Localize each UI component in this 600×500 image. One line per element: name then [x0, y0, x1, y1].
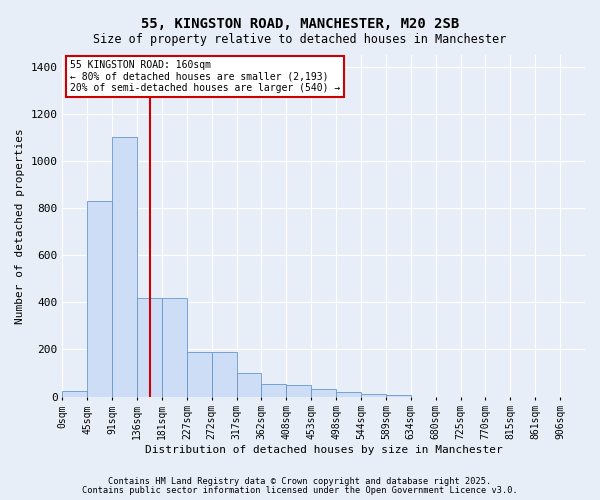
Text: 55 KINGSTON ROAD: 160sqm
← 80% of detached houses are smaller (2,193)
20% of sem: 55 KINGSTON ROAD: 160sqm ← 80% of detach… — [70, 60, 340, 93]
Bar — [112, 138, 137, 396]
Y-axis label: Number of detached properties: Number of detached properties — [15, 128, 25, 324]
Text: Contains HM Land Registry data © Crown copyright and database right 2025.: Contains HM Land Registry data © Crown c… — [109, 477, 491, 486]
Bar — [236, 373, 262, 396]
Text: Size of property relative to detached houses in Manchester: Size of property relative to detached ho… — [94, 32, 506, 46]
Bar — [212, 352, 236, 397]
Text: 55, KINGSTON ROAD, MANCHESTER, M20 2SB: 55, KINGSTON ROAD, MANCHESTER, M20 2SB — [141, 18, 459, 32]
Bar — [162, 298, 187, 396]
Bar — [262, 384, 286, 396]
Bar — [88, 201, 112, 396]
X-axis label: Distribution of detached houses by size in Manchester: Distribution of detached houses by size … — [145, 445, 503, 455]
Bar — [361, 394, 386, 396]
Bar — [62, 390, 88, 396]
Text: Contains public sector information licensed under the Open Government Licence v3: Contains public sector information licen… — [82, 486, 518, 495]
Bar — [137, 298, 162, 396]
Bar — [286, 385, 311, 396]
Bar — [311, 390, 336, 396]
Bar — [336, 392, 361, 396]
Bar — [187, 352, 212, 397]
